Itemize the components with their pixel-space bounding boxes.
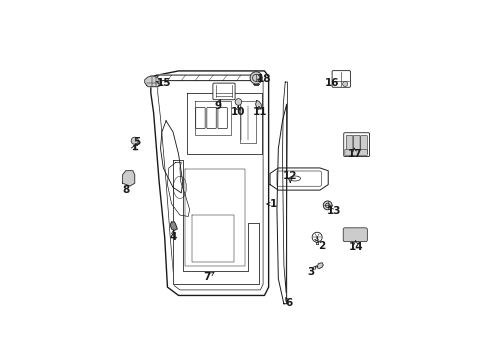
Text: 4: 4 — [169, 232, 176, 242]
Circle shape — [249, 72, 262, 84]
Circle shape — [323, 201, 331, 210]
Text: 18: 18 — [256, 74, 270, 84]
Polygon shape — [282, 82, 287, 293]
Text: 17: 17 — [347, 149, 362, 159]
FancyBboxPatch shape — [343, 228, 366, 242]
Text: 12: 12 — [283, 171, 297, 181]
Polygon shape — [276, 104, 286, 304]
Text: 10: 10 — [230, 108, 244, 117]
Text: 11: 11 — [252, 108, 266, 117]
Text: 14: 14 — [348, 242, 363, 252]
Text: 7: 7 — [203, 273, 210, 283]
FancyBboxPatch shape — [343, 133, 369, 157]
FancyBboxPatch shape — [344, 149, 366, 156]
FancyBboxPatch shape — [331, 71, 350, 87]
Polygon shape — [170, 222, 177, 230]
Polygon shape — [144, 76, 161, 87]
Text: 16: 16 — [324, 78, 338, 89]
Text: 8: 8 — [122, 185, 130, 195]
Polygon shape — [317, 263, 323, 269]
Circle shape — [131, 137, 138, 144]
FancyBboxPatch shape — [360, 135, 366, 154]
Circle shape — [342, 81, 347, 86]
Text: 3: 3 — [306, 267, 314, 277]
Text: 1: 1 — [269, 199, 276, 209]
FancyBboxPatch shape — [353, 135, 359, 154]
Polygon shape — [255, 100, 261, 109]
FancyBboxPatch shape — [346, 135, 352, 154]
Polygon shape — [153, 75, 256, 81]
Text: 2: 2 — [317, 241, 325, 251]
Polygon shape — [173, 159, 259, 284]
Circle shape — [235, 99, 241, 105]
Polygon shape — [269, 168, 327, 190]
Text: 5: 5 — [133, 136, 140, 147]
Text: 13: 13 — [326, 207, 340, 216]
FancyBboxPatch shape — [212, 83, 235, 100]
Polygon shape — [150, 71, 268, 296]
Text: 15: 15 — [157, 78, 171, 89]
Circle shape — [311, 232, 322, 242]
Text: 6: 6 — [285, 298, 292, 308]
Text: 9: 9 — [214, 100, 221, 111]
Polygon shape — [122, 171, 135, 186]
